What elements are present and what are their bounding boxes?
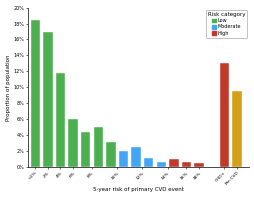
Bar [194,163,203,167]
Bar [131,147,140,167]
Bar [55,73,65,167]
Bar [106,142,115,167]
Bar [118,151,128,167]
Bar [43,31,52,167]
Bar [168,159,178,167]
Bar [231,91,241,167]
Bar [81,132,90,167]
Legend: Low, Moderate, High: Low, Moderate, High [205,10,246,37]
X-axis label: 5-year risk of primary CVD event: 5-year risk of primary CVD event [93,188,183,192]
Bar [181,162,190,167]
Bar [143,158,153,167]
Bar [93,127,103,167]
Bar [219,63,228,167]
Y-axis label: Proportion of population: Proportion of population [6,54,10,121]
Bar [68,119,77,167]
Bar [156,162,165,167]
Bar [30,20,40,167]
